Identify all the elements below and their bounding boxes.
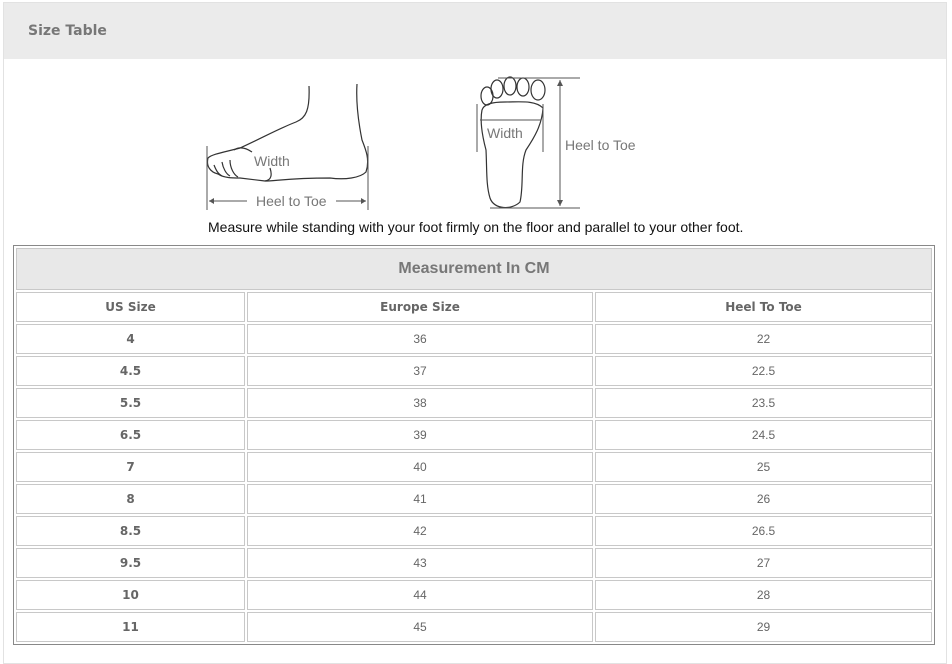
cell-us-size: 8	[16, 484, 245, 514]
cell-europe-size: 44	[247, 580, 593, 610]
cell-heel-to-toe: 27	[595, 548, 932, 578]
cell-europe-size: 41	[247, 484, 593, 514]
side-width-label: Width	[254, 153, 290, 169]
cell-us-size: 8.5	[16, 516, 245, 546]
column-header-europe-size: Europe Size	[247, 292, 593, 322]
size-table: Measurement In CM US Size Europe Size He…	[13, 245, 935, 645]
table-header-row: US Size Europe Size Heel To Toe	[16, 292, 932, 322]
cell-us-size: 10	[16, 580, 245, 610]
cell-us-size: 6.5	[16, 420, 245, 450]
cell-us-size: 7	[16, 452, 245, 482]
measure-instruction: Measure while standing with your foot fi…	[208, 219, 744, 235]
cell-us-size: 4	[16, 324, 245, 354]
column-header-heel-to-toe: Heel To Toe	[595, 292, 932, 322]
table-row: 8.5 42 26.5	[16, 516, 932, 546]
table-row: 6.5 39 24.5	[16, 420, 932, 450]
cell-europe-size: 45	[247, 612, 593, 642]
sole-width-label: Width	[487, 125, 523, 141]
cell-heel-to-toe: 26.5	[595, 516, 932, 546]
table-row: 9.5 43 27	[16, 548, 932, 578]
table-row: 10 44 28	[16, 580, 932, 610]
table-row: 4.5 37 22.5	[16, 356, 932, 386]
cell-europe-size: 39	[247, 420, 593, 450]
column-header-us-size: US Size	[16, 292, 245, 322]
side-foot-illustration	[206, 83, 369, 210]
foot-diagram	[206, 76, 580, 210]
table-caption: Measurement In CM	[16, 248, 932, 290]
cell-us-size: 9.5	[16, 548, 245, 578]
cell-us-size: 4.5	[16, 356, 245, 386]
cell-heel-to-toe: 26	[595, 484, 932, 514]
cell-heel-to-toe: 22.5	[595, 356, 932, 386]
cell-europe-size: 37	[247, 356, 593, 386]
cell-heel-to-toe: 24.5	[595, 420, 932, 450]
sole-heel-to-toe-label: Heel to Toe	[565, 137, 636, 153]
cell-heel-to-toe: 25	[595, 452, 932, 482]
table-row: 4 36 22	[16, 324, 932, 354]
cell-us-size: 5.5	[16, 388, 245, 418]
cell-heel-to-toe: 29	[595, 612, 932, 642]
panel-header: Size Table	[4, 3, 946, 59]
table-row: 11 45 29	[16, 612, 932, 642]
panel-title: Size Table	[28, 23, 107, 39]
cell-us-size: 11	[16, 612, 245, 642]
cell-europe-size: 40	[247, 452, 593, 482]
side-heel-to-toe-label: Heel to Toe	[256, 193, 327, 209]
cell-heel-to-toe: 23.5	[595, 388, 932, 418]
cell-europe-size: 36	[247, 324, 593, 354]
table-row: 7 40 25	[16, 452, 932, 482]
cell-heel-to-toe: 28	[595, 580, 932, 610]
table-row: 5.5 38 23.5	[16, 388, 932, 418]
table-row: 8 41 26	[16, 484, 932, 514]
cell-europe-size: 42	[247, 516, 593, 546]
sole-illustration	[476, 76, 580, 209]
cell-europe-size: 43	[247, 548, 593, 578]
cell-heel-to-toe: 22	[595, 324, 932, 354]
cell-europe-size: 38	[247, 388, 593, 418]
